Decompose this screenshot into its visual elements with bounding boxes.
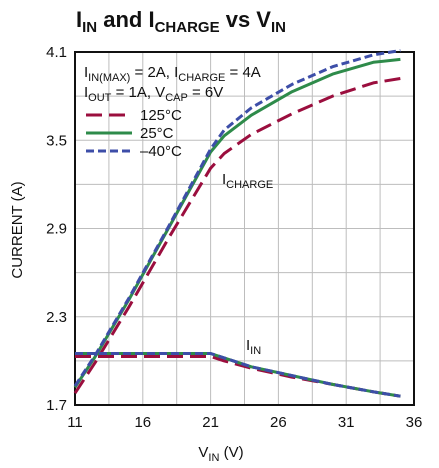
- x-tick-label: 16: [134, 414, 151, 431]
- x-tick-label: 36: [406, 414, 423, 431]
- iin-label: IIN: [246, 337, 261, 357]
- legend-label: 25°C: [140, 125, 174, 142]
- chart-title: IIN and ICHARGE vs VIN: [76, 7, 286, 36]
- grid: [75, 52, 414, 405]
- x-axis-label: VIN (V): [198, 444, 243, 464]
- x-tick-label: 21: [202, 414, 219, 431]
- condition-line-1: IIN(MAX) = 2A, ICHARGE = 4A: [84, 64, 261, 84]
- legend-label: –40°C: [140, 143, 182, 160]
- y-tick-labels: 1.7 2.3 2.9 3.5 4.1: [46, 44, 67, 414]
- x-tick-label: 26: [270, 414, 287, 431]
- plot-frame: [74, 51, 415, 406]
- series-iin-line: [75, 352, 401, 398]
- y-tick-label: 2.9: [46, 221, 67, 238]
- x-tick-label: 31: [338, 414, 355, 431]
- y-axis-label: CURRENT (A): [9, 181, 26, 278]
- series-iin-line: [75, 352, 401, 398]
- y-tick-label: 1.7: [46, 397, 67, 414]
- series-icharge-line: [73, 57, 401, 389]
- legend: 125°C25°C–40°C: [86, 107, 182, 160]
- y-tick-label: 2.3: [46, 309, 67, 326]
- series-lines: [73, 49, 401, 398]
- y-tick-label: 3.5: [46, 132, 67, 149]
- x-tick-label: 11: [67, 414, 83, 431]
- series-icharge-line: [73, 49, 401, 387]
- legend-label: 125°C: [140, 107, 182, 124]
- icharge-label: ICHARGE: [222, 171, 273, 191]
- x-tick-labels: 11 16 21 26 31 36: [67, 414, 422, 431]
- series-icharge-line: [73, 77, 401, 395]
- y-tick-label: 4.1: [46, 44, 67, 61]
- condition-line-2: IOUT = 1A, VCAP = 6V: [84, 84, 223, 104]
